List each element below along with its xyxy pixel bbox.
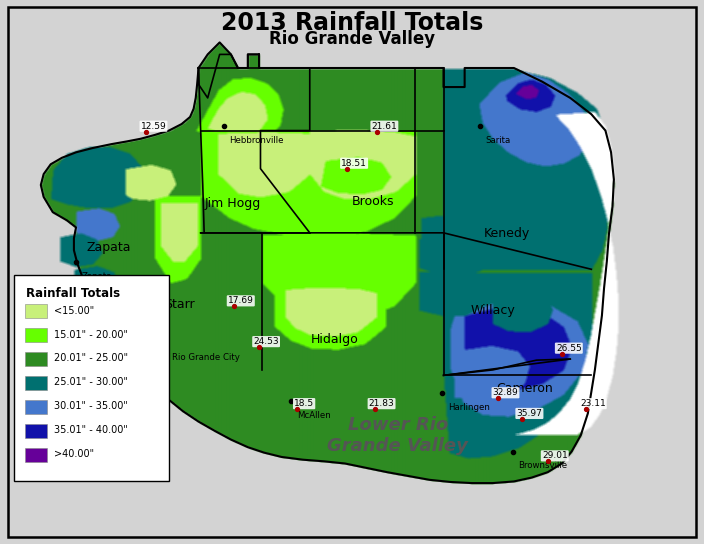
Text: 26.55: 26.55 bbox=[556, 344, 582, 353]
Text: 2013 Rainfall Totals: 2013 Rainfall Totals bbox=[221, 11, 483, 35]
FancyBboxPatch shape bbox=[25, 424, 47, 438]
Text: 24.53: 24.53 bbox=[253, 337, 279, 346]
Text: Lower Rio
Grande Valley: Lower Rio Grande Valley bbox=[327, 416, 468, 455]
Text: Rio Grande Valley: Rio Grande Valley bbox=[269, 30, 435, 48]
Text: 18.5: 18.5 bbox=[294, 399, 314, 408]
Text: 29.01: 29.01 bbox=[542, 452, 567, 460]
Text: 12.59: 12.59 bbox=[141, 122, 166, 131]
Text: 21.83: 21.83 bbox=[369, 399, 394, 408]
Text: 35.97: 35.97 bbox=[517, 409, 542, 418]
FancyBboxPatch shape bbox=[25, 448, 47, 462]
Text: >40.00": >40.00" bbox=[54, 449, 94, 459]
Text: 35.01" - 40.00": 35.01" - 40.00" bbox=[54, 425, 128, 435]
FancyBboxPatch shape bbox=[25, 352, 47, 366]
Text: Kenedy: Kenedy bbox=[484, 227, 530, 240]
Text: 30.01" - 35.00": 30.01" - 35.00" bbox=[54, 401, 128, 411]
Text: Brownsville: Brownsville bbox=[518, 461, 567, 471]
Text: 32.89: 32.89 bbox=[493, 388, 518, 397]
Text: 21.61: 21.61 bbox=[372, 122, 397, 131]
FancyBboxPatch shape bbox=[25, 304, 47, 318]
Text: McAllen: McAllen bbox=[297, 411, 331, 421]
Text: 15.01" - 20.00": 15.01" - 20.00" bbox=[54, 330, 128, 339]
Text: <15.00": <15.00" bbox=[54, 306, 94, 316]
FancyBboxPatch shape bbox=[25, 376, 47, 390]
Text: Hidalgo: Hidalgo bbox=[310, 333, 358, 347]
Text: Willacy: Willacy bbox=[470, 304, 515, 317]
Text: 20.01" - 25.00": 20.01" - 25.00" bbox=[54, 354, 128, 363]
Text: 25.01" - 30.00": 25.01" - 30.00" bbox=[54, 378, 128, 387]
Text: Brooks: Brooks bbox=[352, 195, 394, 208]
Text: Zapata: Zapata bbox=[82, 272, 112, 281]
Text: 17.69: 17.69 bbox=[228, 296, 253, 305]
Text: Sarita: Sarita bbox=[486, 136, 511, 145]
Text: 23.11: 23.11 bbox=[580, 399, 605, 408]
Text: Cameron: Cameron bbox=[496, 382, 553, 395]
Text: Zapata: Zapata bbox=[87, 241, 132, 254]
Text: Rainfall Totals: Rainfall Totals bbox=[26, 287, 120, 300]
Text: Jim Hogg: Jim Hogg bbox=[204, 197, 260, 211]
FancyBboxPatch shape bbox=[25, 400, 47, 414]
Text: Hebbronville: Hebbronville bbox=[230, 136, 284, 145]
Text: Starr: Starr bbox=[164, 298, 195, 311]
FancyBboxPatch shape bbox=[25, 328, 47, 342]
FancyBboxPatch shape bbox=[14, 275, 169, 481]
Text: Rio Grande City: Rio Grande City bbox=[172, 353, 239, 362]
Text: Harlingen: Harlingen bbox=[448, 403, 489, 412]
Text: 18.51: 18.51 bbox=[341, 159, 367, 168]
